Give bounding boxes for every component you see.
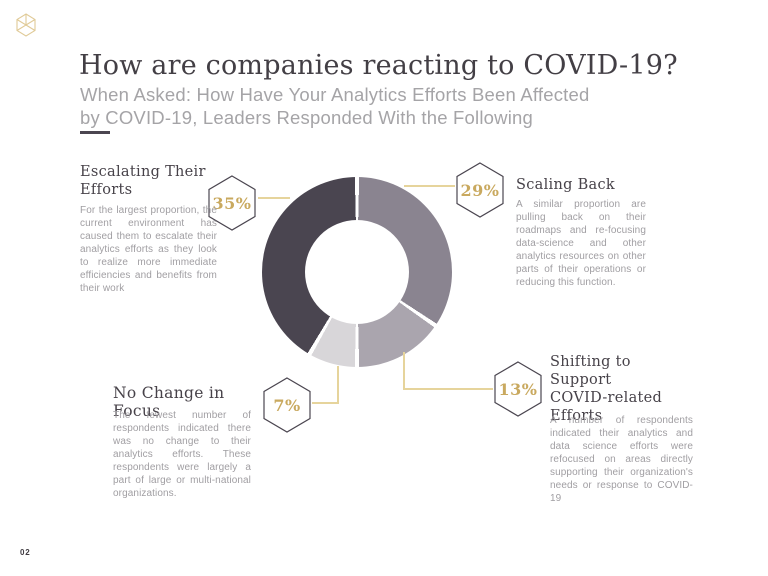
hexagon-badge-scaling: 29% [455,162,505,218]
heading-line: Escalating Their [80,164,206,180]
hexagon-outline-icon [208,175,256,231]
subtitle-line-1: When Asked: How Have Your Analytics Effo… [80,84,590,105]
hexagon-outline-icon [263,377,311,433]
callout-body-shifting: A number of respondents indicated their … [550,415,693,504]
hexagon-outline-icon [494,361,542,417]
heading-line: Shifting to Support [550,354,631,388]
callout-heading-shifting: Shifting to Support COVID-related Effort… [550,353,692,425]
brand-logo-icon [16,13,36,42]
percent-label-scaling: 29% [460,180,500,200]
callout-body-scaling: A similar proportion are pulling back on… [516,199,646,288]
callout-heading-nochange: No Change in Focus [113,384,273,420]
connector-line-7-horizontal [312,402,339,404]
subtitle-line-2: by COVID-19, Leaders Responded With the … [80,106,533,128]
percent-label-escalating: 35% [212,193,252,213]
page-number: 02 [20,548,31,557]
heading-line: COVID-related [550,390,663,406]
heading-line: Scaling Back [516,177,616,193]
title-accent-bar [80,131,110,134]
callout-heading-scaling: Scaling Back [516,176,661,194]
hexagon-badge-nochange: 7% [262,377,312,433]
heading-line: Efforts [80,182,133,198]
percent-label-shifting: 13% [498,379,538,399]
hexagon-badge-shifting: 13% [493,361,543,417]
percent-label-nochange: 7% [273,395,301,415]
page-title: How are companies reacting to COVID-19? [79,50,678,81]
connector-line-7-vertical [337,366,339,404]
connector-line-13-vertical [403,352,405,390]
hexagon-outline-icon [456,162,504,218]
heading-line: Efforts [550,408,603,424]
callout-body-escalating: For the largest proportion, the current … [80,205,217,294]
donut-chart-hole [305,220,409,324]
hexagon-badge-escalating: 35% [207,175,257,231]
callout-heading-escalating: Escalating Their Efforts [80,163,225,199]
heading-line: No Change in Focus [113,384,225,420]
connector-line-13-horizontal [403,388,493,390]
connector-line-29 [404,185,455,187]
page-subtitle: When Asked: How Have Your Analytics Effo… [80,84,700,129]
callout-body-nochange: The fewest number of respondents indicat… [113,410,251,499]
connector-line-35 [258,197,290,199]
